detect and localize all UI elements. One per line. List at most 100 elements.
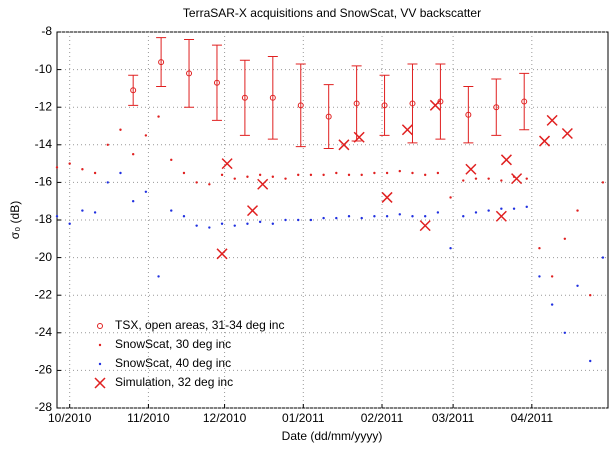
y-tick-label: -12 [35, 99, 53, 113]
data-point [500, 179, 503, 182]
data-point [106, 181, 109, 184]
data-point [487, 209, 490, 212]
data-point [373, 171, 376, 175]
data-point [360, 216, 363, 220]
data-point [462, 179, 465, 182]
data-point [512, 207, 516, 210]
data-point [119, 128, 122, 131]
data-point [271, 175, 275, 178]
x-tick-label: 04/2011 [511, 411, 554, 425]
y-tick-label: -24 [35, 325, 53, 339]
legend-marker [97, 323, 103, 329]
data-point [325, 113, 332, 120]
data-point [525, 177, 528, 180]
legend-label: Simulation, 32 deg inc [115, 375, 233, 389]
data-point [246, 175, 249, 178]
data-point [449, 247, 452, 250]
data-point [347, 215, 351, 218]
y-tick-label: -16 [35, 175, 53, 189]
data-point [601, 256, 605, 259]
data-point [601, 181, 605, 184]
data-point [131, 153, 135, 156]
data-point [297, 173, 300, 177]
data-point [500, 207, 503, 210]
data-point [411, 215, 414, 218]
data-point [398, 169, 401, 173]
data-point [538, 275, 541, 278]
data-point [411, 171, 414, 175]
data-point [401, 124, 413, 136]
data-point [182, 171, 186, 175]
data-point [241, 94, 248, 101]
error-bar [435, 63, 446, 140]
data-point [246, 205, 259, 217]
data-point [511, 173, 523, 185]
data-point [474, 211, 478, 214]
error-bar [128, 74, 139, 106]
data-point [550, 275, 554, 278]
data-point [360, 173, 363, 177]
data-point [335, 171, 338, 175]
y-tick-label: -10 [35, 62, 53, 76]
data-point [309, 218, 313, 222]
x-tick-label: 10/2010 [48, 411, 92, 425]
x-tick-label: 03/2011 [432, 411, 475, 425]
data-point [465, 111, 472, 118]
data-point [93, 211, 97, 214]
data-point [347, 173, 351, 177]
data-point [297, 102, 304, 109]
error-bar [519, 72, 530, 131]
data-point [335, 216, 338, 220]
error-bar [184, 39, 195, 108]
data-point [55, 215, 59, 218]
data-point [381, 191, 393, 203]
error-bar [323, 84, 334, 150]
data-point [284, 177, 287, 180]
data-point [81, 209, 84, 212]
data-point [144, 190, 148, 193]
error-bar [463, 86, 474, 144]
data-point [385, 215, 389, 218]
data-point [500, 154, 512, 166]
data-point [258, 220, 262, 224]
data-point [195, 224, 198, 227]
data-point [195, 181, 198, 184]
data-point [521, 98, 528, 105]
data-point [474, 177, 478, 180]
legend-marker [94, 377, 106, 389]
data-point [157, 275, 160, 278]
data-point [258, 173, 262, 177]
data-point [576, 209, 579, 212]
legend-marker [98, 343, 102, 347]
data-point [436, 211, 440, 214]
data-point [493, 104, 500, 111]
data-point [284, 218, 287, 222]
legend: TSX, open areas, 31-34 deg inc SnowScat, … [94, 318, 284, 389]
data-point [353, 100, 360, 107]
chart-title: TerraSAR-X acquisitions and SnowScat, VV… [183, 6, 481, 20]
data-point [68, 162, 71, 165]
data-point [423, 215, 427, 218]
data-point [157, 115, 160, 118]
error-bar [295, 63, 306, 148]
legend-label: TSX, open areas, 31-34 deg inc [115, 318, 284, 332]
data-point [233, 177, 236, 180]
x-tick-label: 12/2010 [203, 411, 247, 425]
data-point [158, 59, 165, 66]
data-point [106, 143, 109, 146]
data-point [297, 218, 300, 222]
data-point [437, 98, 444, 105]
data-point [220, 222, 224, 225]
data-point [119, 171, 122, 175]
y-tick-label: -18 [35, 212, 53, 226]
data-point [182, 215, 186, 218]
data-point [322, 173, 325, 177]
x-tick-label: 11/2010 [127, 411, 170, 425]
data-point [213, 79, 220, 86]
y-tick-label: -22 [35, 287, 53, 301]
data-point [93, 171, 97, 175]
data-point [186, 70, 193, 77]
data-point [208, 226, 211, 229]
x-axis-label: Date (dd/mm/yyyy) [282, 429, 383, 443]
